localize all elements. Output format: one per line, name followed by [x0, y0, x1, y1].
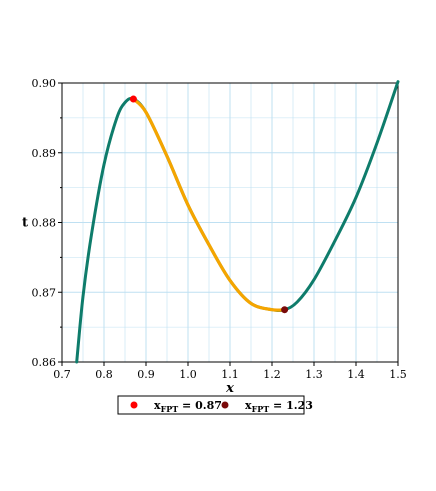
grid: [61, 82, 399, 363]
x-tick-label: 1.5: [389, 368, 407, 381]
x-tick-label: 0.9: [137, 368, 155, 381]
x-axis-title: x: [225, 381, 234, 396]
x-tick-label: 1.1: [221, 368, 239, 381]
x-tick-label: 0.7: [53, 368, 71, 381]
legend: xFPT = 0.87 xFPT = 1.23: [117, 395, 313, 415]
data-point: [129, 95, 137, 103]
legend-box: [117, 395, 305, 415]
legend-marker: [130, 401, 138, 409]
legend-label: xFPT = 1.23: [245, 399, 313, 414]
series-highlight: [131, 97, 287, 312]
data-point: [281, 306, 289, 314]
legend-label: xFPT = 0.87: [154, 399, 222, 414]
y-tick-label: 0.87: [32, 286, 57, 299]
x-tick-label: 1.4: [347, 368, 365, 381]
y-axis-title: t: [22, 216, 28, 231]
y-tick-label: 0.89: [32, 147, 57, 160]
y-tick-label: 0.86: [32, 356, 57, 369]
legend-marker: [221, 401, 229, 409]
x-tick-label: 1.3: [305, 368, 323, 381]
y-tick-label: 0.90: [32, 77, 57, 90]
x-tick-label: 1.2: [263, 368, 281, 381]
y-tick-label: 0.88: [32, 217, 57, 230]
points-layer: [129, 95, 289, 314]
axis-ticks: 0.7 0.8 0.9 1.0 1.1 1.2 1.3 1.4 1.5 0.86 0.87 0.88 0…: [32, 77, 407, 381]
x-tick-label: 0.8: [95, 368, 113, 381]
x-tick-label: 1.0: [179, 368, 197, 381]
curve-layer: [75, 80, 400, 364]
